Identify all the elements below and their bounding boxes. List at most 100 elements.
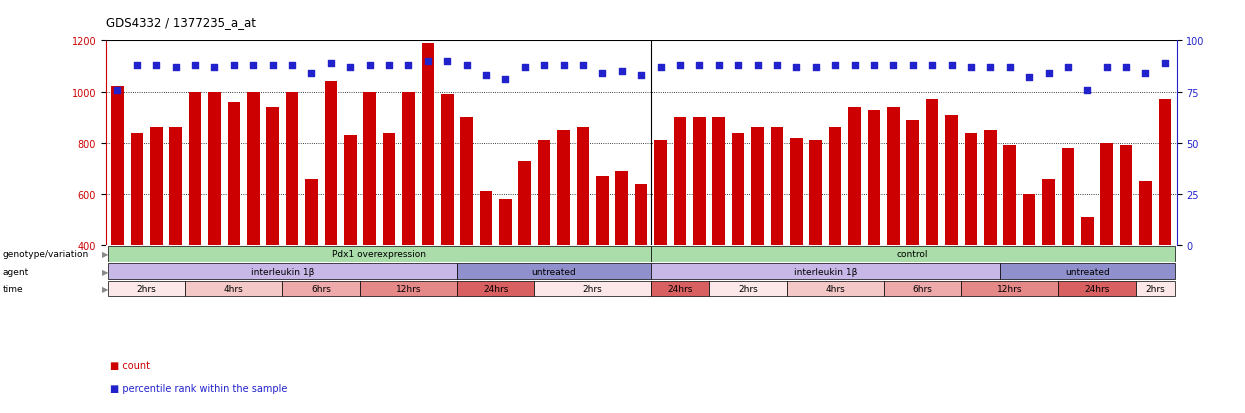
Point bbox=[437, 58, 457, 65]
Text: 24hrs: 24hrs bbox=[483, 284, 508, 293]
Bar bbox=[1159, 100, 1172, 246]
Bar bbox=[732, 133, 745, 246]
Bar bbox=[1135, 281, 1174, 297]
Bar bbox=[325, 82, 337, 246]
Point bbox=[127, 62, 147, 69]
Point bbox=[360, 62, 380, 69]
Point bbox=[670, 62, 690, 69]
Point bbox=[651, 64, 671, 71]
Bar bbox=[926, 100, 939, 246]
Bar bbox=[791, 138, 803, 246]
Bar bbox=[382, 133, 396, 246]
Point bbox=[398, 62, 418, 69]
Bar bbox=[457, 264, 651, 279]
Point bbox=[728, 62, 748, 69]
Text: untreated: untreated bbox=[1064, 267, 1109, 276]
Point bbox=[107, 87, 127, 94]
Point bbox=[534, 62, 554, 69]
Point bbox=[631, 73, 651, 79]
Point bbox=[186, 62, 205, 69]
Point bbox=[321, 60, 341, 67]
Bar bbox=[228, 102, 240, 246]
Text: ▶: ▶ bbox=[102, 284, 108, 293]
Bar bbox=[305, 179, 317, 246]
Bar bbox=[961, 281, 1058, 297]
Point bbox=[923, 62, 942, 69]
Bar bbox=[186, 281, 283, 297]
Bar bbox=[189, 93, 202, 246]
Bar bbox=[809, 141, 822, 246]
Bar bbox=[360, 281, 457, 297]
Text: 2hrs: 2hrs bbox=[738, 284, 758, 293]
Point bbox=[147, 62, 167, 69]
Bar bbox=[441, 95, 453, 246]
Bar bbox=[1101, 143, 1113, 246]
Bar bbox=[149, 128, 163, 246]
Bar bbox=[712, 118, 725, 246]
Bar bbox=[1062, 149, 1074, 246]
Point bbox=[1077, 87, 1097, 94]
Point bbox=[554, 62, 574, 69]
Point bbox=[690, 62, 710, 69]
Bar bbox=[693, 118, 706, 246]
Bar bbox=[266, 108, 279, 246]
Text: 24hrs: 24hrs bbox=[1084, 284, 1109, 293]
Bar bbox=[1119, 146, 1133, 246]
Bar bbox=[283, 281, 360, 297]
Text: ▶: ▶ bbox=[102, 250, 108, 259]
Bar bbox=[848, 108, 860, 246]
Bar bbox=[906, 121, 919, 246]
Bar bbox=[534, 281, 651, 297]
Bar bbox=[615, 171, 627, 246]
Text: 4hrs: 4hrs bbox=[825, 284, 845, 293]
Text: 24hrs: 24hrs bbox=[667, 284, 692, 293]
Text: 12hrs: 12hrs bbox=[997, 284, 1022, 293]
Point bbox=[573, 62, 593, 69]
Bar bbox=[402, 93, 415, 246]
Point bbox=[378, 62, 398, 69]
Bar bbox=[651, 264, 1000, 279]
Point bbox=[980, 64, 1000, 71]
Bar bbox=[422, 44, 435, 246]
Point bbox=[611, 69, 631, 75]
Bar bbox=[829, 128, 842, 246]
Point bbox=[301, 71, 321, 77]
Point bbox=[884, 62, 904, 69]
Point bbox=[747, 62, 767, 69]
Text: time: time bbox=[2, 284, 24, 293]
Point bbox=[1038, 71, 1058, 77]
Point bbox=[903, 62, 923, 69]
Text: 4hrs: 4hrs bbox=[224, 284, 244, 293]
Text: control: control bbox=[896, 250, 929, 259]
Bar bbox=[596, 177, 609, 246]
Text: 6hrs: 6hrs bbox=[311, 284, 331, 293]
Bar bbox=[108, 281, 186, 297]
Bar bbox=[886, 108, 900, 246]
Point bbox=[1058, 64, 1078, 71]
Bar bbox=[111, 87, 123, 246]
Bar bbox=[1058, 281, 1135, 297]
Point bbox=[1097, 64, 1117, 71]
Point bbox=[1000, 64, 1020, 71]
Bar bbox=[751, 128, 764, 246]
Bar bbox=[1081, 218, 1093, 246]
Text: 2hrs: 2hrs bbox=[583, 284, 603, 293]
Text: untreated: untreated bbox=[532, 267, 576, 276]
Text: 6hrs: 6hrs bbox=[913, 284, 933, 293]
Bar bbox=[286, 93, 299, 246]
Point bbox=[864, 62, 884, 69]
Point bbox=[243, 62, 263, 69]
Point bbox=[1155, 60, 1175, 67]
Bar bbox=[1000, 264, 1174, 279]
Point bbox=[961, 64, 981, 71]
Bar bbox=[461, 118, 473, 246]
Point bbox=[844, 62, 864, 69]
Point bbox=[166, 64, 186, 71]
Text: ■ count: ■ count bbox=[110, 361, 149, 370]
Point bbox=[1020, 75, 1040, 81]
Bar bbox=[984, 131, 996, 246]
Bar bbox=[710, 281, 787, 297]
Point bbox=[593, 71, 613, 77]
Text: 12hrs: 12hrs bbox=[396, 284, 421, 293]
Bar bbox=[868, 110, 880, 246]
